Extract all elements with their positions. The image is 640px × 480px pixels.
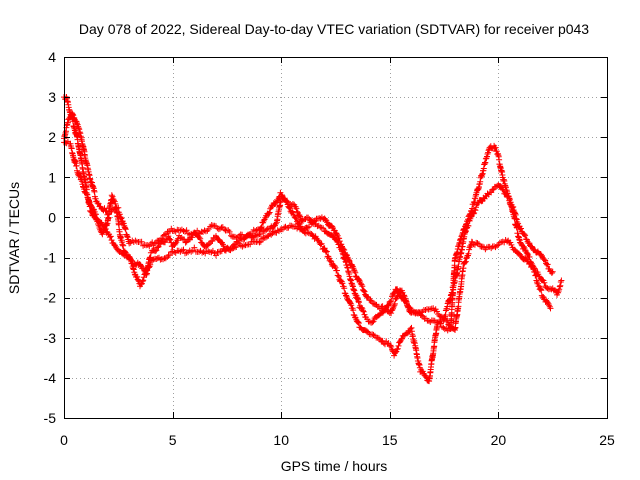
y-tick-label: -4 (44, 370, 57, 386)
y-tick-labels: -5 -4 -3 -2 -1 0 1 2 3 4 (44, 49, 57, 426)
y-tick-label: 1 (48, 169, 56, 185)
x-tick-label: 10 (273, 432, 289, 448)
y-axis-title: SDTVAR / TECUs (6, 182, 22, 294)
y-tick-label: 0 (48, 209, 56, 225)
y-tick-label: -1 (44, 250, 57, 266)
y-tick-label: -2 (44, 290, 57, 306)
x-axis-title: GPS time / hours (281, 458, 388, 474)
y-tick-label: -3 (44, 330, 57, 346)
x-tick-label: 20 (491, 432, 507, 448)
point-markers (61, 94, 565, 334)
chart-title: Day 078 of 2022, Sidereal Day-to-day VTE… (79, 21, 589, 37)
x-tick-label: 15 (382, 432, 398, 448)
x-tick-label: 25 (599, 432, 615, 448)
y-tick-label: 4 (48, 49, 56, 65)
axis-ticks (64, 57, 608, 419)
x-tick-label: 5 (169, 432, 177, 448)
x-tick-label: 0 (60, 432, 68, 448)
plot-frame (64, 57, 608, 419)
x-tick-labels: 0 5 10 15 20 25 (60, 432, 615, 448)
series-SDTVAR (61, 94, 565, 334)
y-tick-label: 2 (48, 129, 56, 145)
y-tick-label: -5 (44, 410, 57, 426)
y-tick-label: 3 (48, 89, 56, 105)
